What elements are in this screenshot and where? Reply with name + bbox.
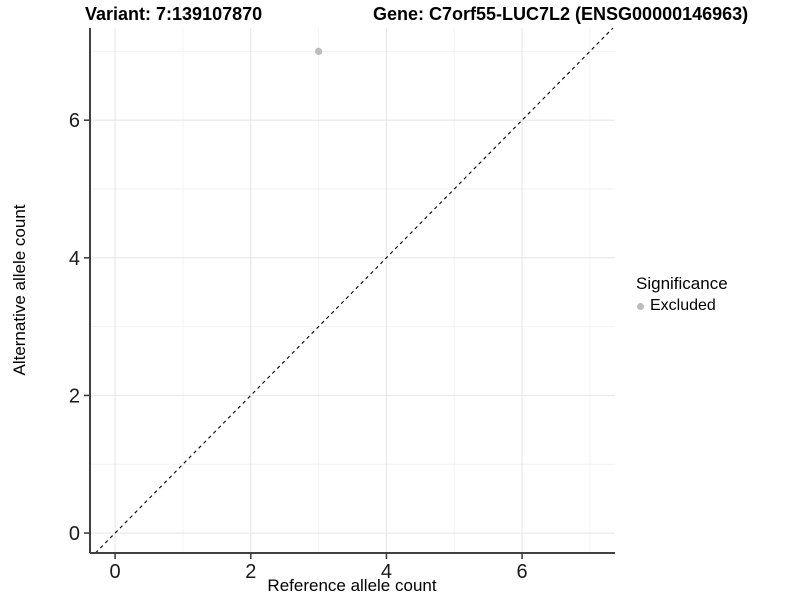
y-tick-label: 6	[69, 110, 80, 132]
y-tick-label: 2	[69, 385, 80, 407]
y-tick-label: 4	[69, 248, 80, 270]
y-tick-label: 0	[69, 523, 80, 545]
legend-item-excluded: Excluded	[636, 297, 728, 315]
identity-dashed-line	[95, 27, 614, 554]
title-variant: Variant: 7:139107870	[85, 4, 263, 24]
data-point	[314, 47, 323, 55]
legend: Significance Excluded	[636, 274, 728, 315]
legend-item-label: Excluded	[650, 297, 716, 314]
x-tick-label: 0	[110, 561, 121, 583]
x-tick-label: 6	[517, 561, 528, 583]
y-axis-title: Alternative allele count	[10, 204, 29, 376]
legend-title: Significance	[636, 274, 728, 293]
legend-point-icon	[637, 302, 644, 310]
x-axis-title: Reference allele count	[267, 576, 437, 595]
title-gene: Gene: C7orf55-LUC7L2 (ENSG00000146963)	[373, 4, 749, 24]
x-tick-label: 4	[381, 561, 392, 583]
x-tick-label: 2	[245, 561, 256, 583]
